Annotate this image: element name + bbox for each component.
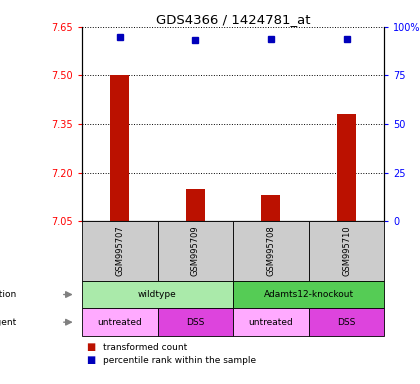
- Text: Adamts12-knockout: Adamts12-knockout: [264, 290, 354, 299]
- Bar: [262, 195, 281, 221]
- Text: ■: ■: [86, 356, 95, 366]
- Text: wildtype: wildtype: [138, 290, 177, 299]
- Title: GDS4366 / 1424781_at: GDS4366 / 1424781_at: [156, 13, 310, 26]
- Text: GSM995710: GSM995710: [342, 226, 351, 276]
- Text: transformed count: transformed count: [103, 343, 187, 352]
- Text: DSS: DSS: [337, 318, 356, 327]
- Text: untreated: untreated: [249, 318, 293, 327]
- Text: DSS: DSS: [186, 318, 205, 327]
- Text: GSM995709: GSM995709: [191, 226, 200, 276]
- Bar: [186, 189, 205, 221]
- Text: GSM995708: GSM995708: [266, 225, 276, 276]
- Text: agent: agent: [0, 318, 17, 327]
- Bar: [110, 75, 129, 221]
- Text: genotype/variation: genotype/variation: [0, 290, 17, 299]
- Text: ■: ■: [86, 343, 95, 353]
- Text: GSM995707: GSM995707: [115, 225, 124, 276]
- Bar: [337, 114, 356, 221]
- Text: untreated: untreated: [97, 318, 142, 327]
- Text: percentile rank within the sample: percentile rank within the sample: [103, 356, 256, 365]
